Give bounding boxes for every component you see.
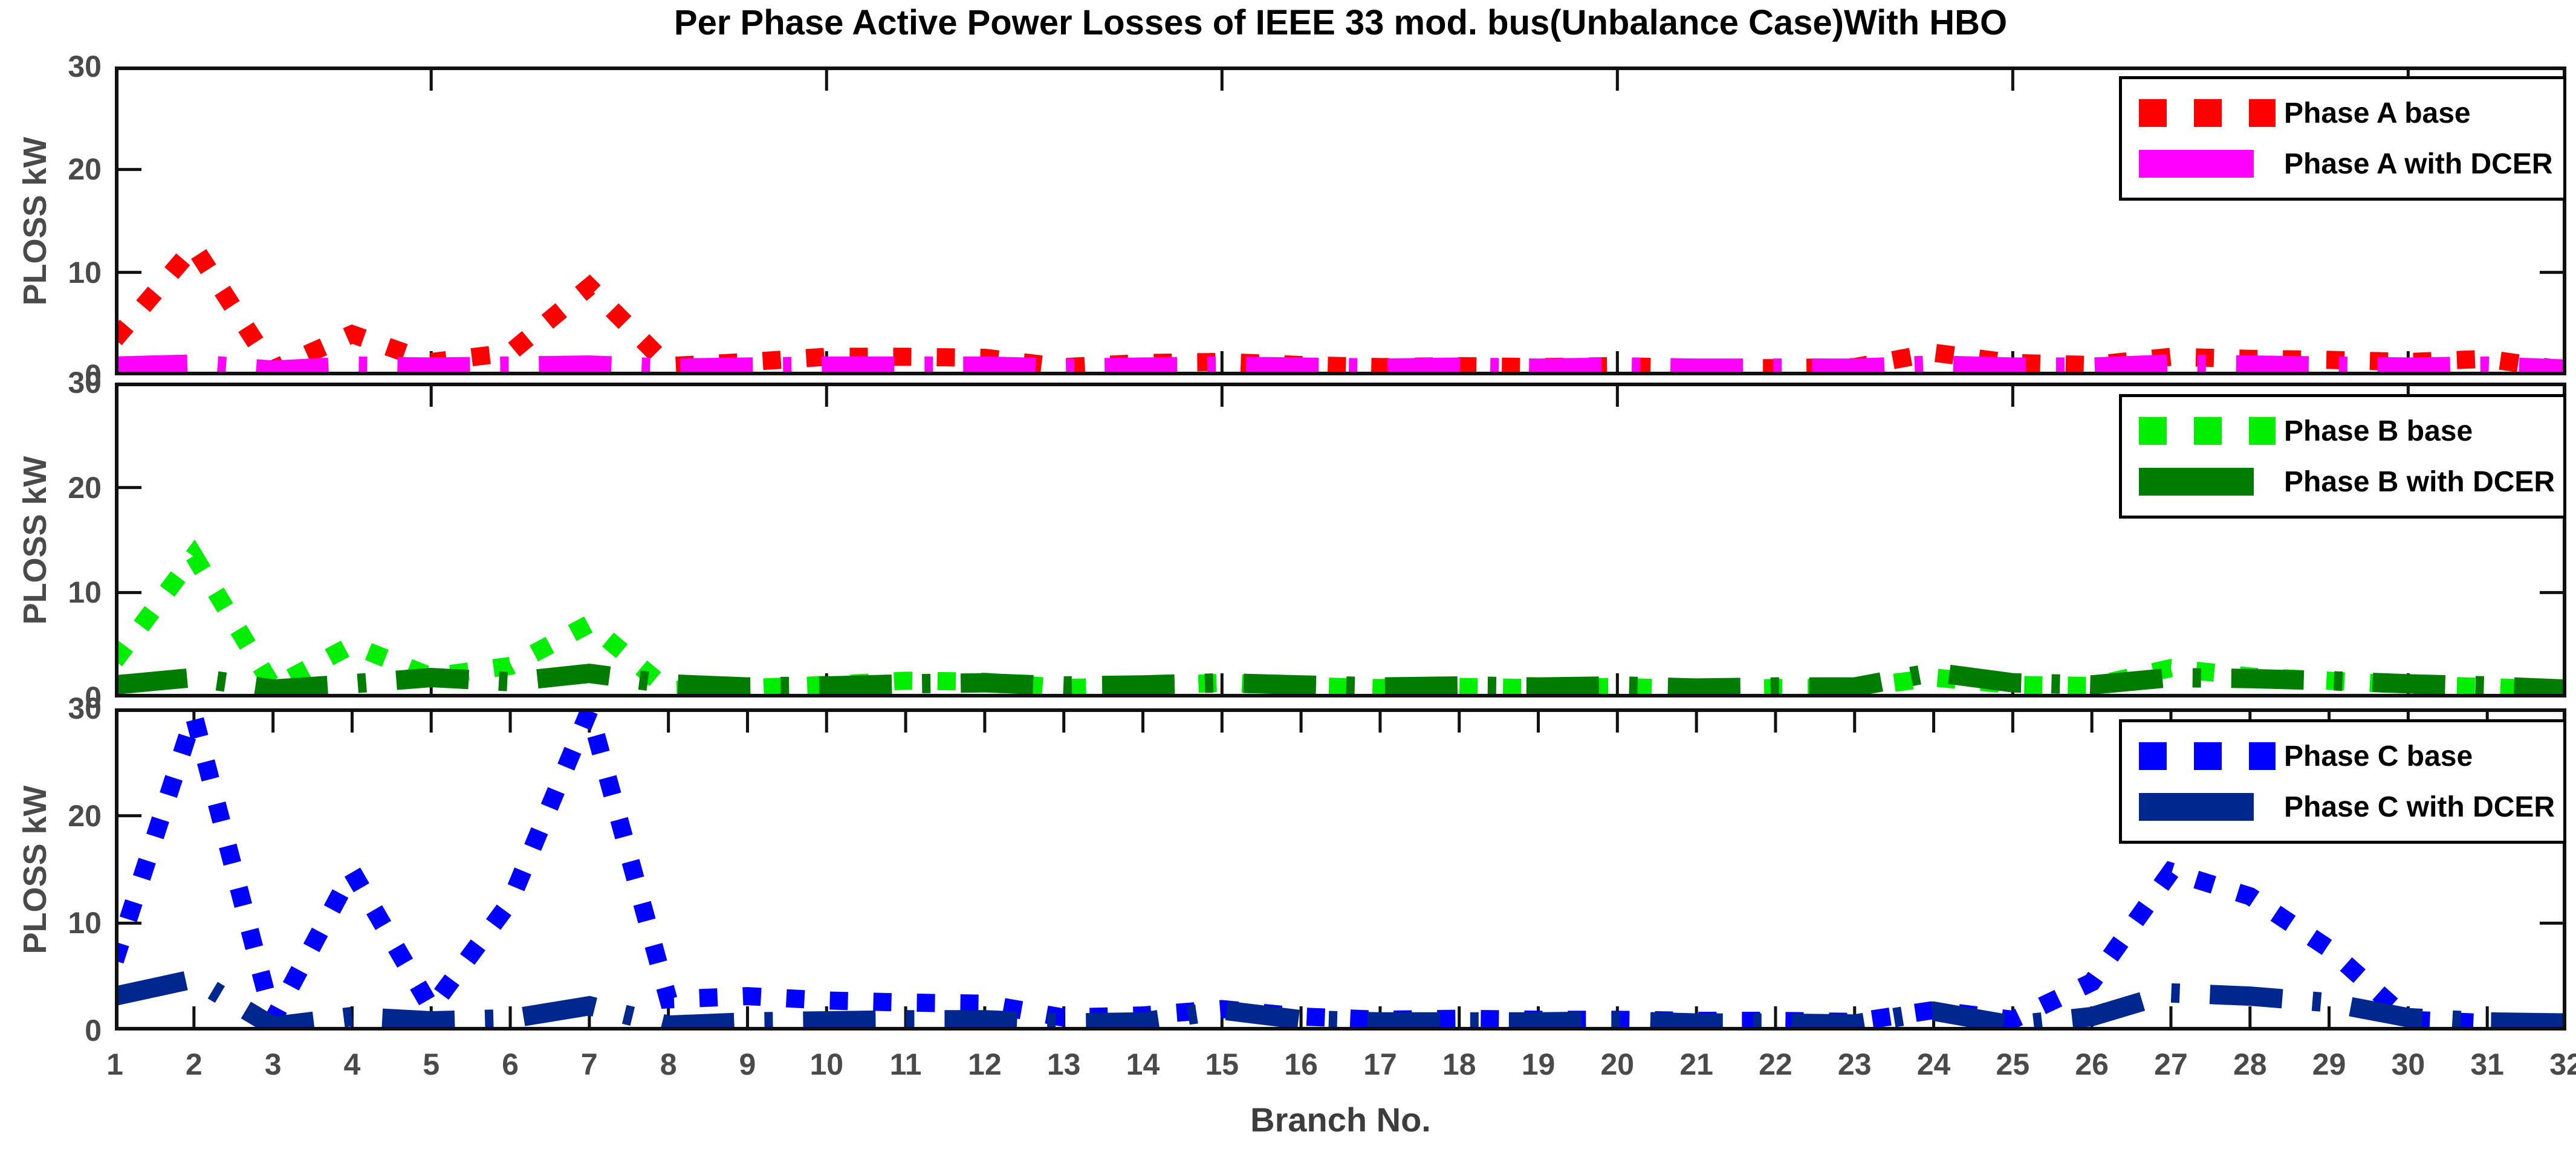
x-tick-label-27: 27 (2154, 1047, 2188, 1081)
x-tick-label-26: 26 (2075, 1047, 2109, 1081)
x-tick-label-19: 19 (1521, 1047, 1556, 1081)
phase-a-with-dcer-line (115, 354, 2566, 375)
x-tick-label-21: 21 (1679, 1047, 1713, 1081)
x-tick-label-25: 25 (1996, 1047, 2030, 1081)
dash-line-swatch (2139, 468, 2254, 496)
legend-item: Phase C base (2135, 731, 2552, 781)
x-tick-label-10: 10 (809, 1047, 844, 1081)
y-tick-label-phase-b-0: 0 (85, 681, 102, 714)
y-tick-label-phase-b-20: 20 (68, 470, 102, 505)
phase-c-canvas (115, 708, 2566, 1031)
x-tick-label-7: 7 (580, 1047, 598, 1081)
x-tick-label-9: 9 (739, 1047, 756, 1081)
x-tick-label-32: 32 (2549, 1047, 2576, 1081)
x-tick-label-12: 12 (968, 1047, 1002, 1081)
axes-border (115, 66, 2566, 375)
phase-a-canvas (115, 66, 2566, 375)
x-tick-label-30: 30 (2391, 1047, 2425, 1081)
legend-phase-c: Phase C base Phase C with DCER (2119, 719, 2566, 844)
dotted-line-swatch (2139, 742, 2276, 770)
x-tick-label-4: 4 (343, 1047, 361, 1081)
x-tick-label-1: 1 (106, 1047, 123, 1081)
legend-item-label: Phase B base (2284, 415, 2473, 447)
x-axis-label: Branch No. (1250, 1101, 1431, 1139)
legend-item-label: Phase C base (2284, 740, 2473, 772)
y-tick-label-phase-c-30: 30 (68, 691, 102, 725)
legend-item-label: Phase B with DCER (2284, 465, 2555, 498)
y-tick-label-phase-c-10: 10 (68, 906, 102, 940)
legend-phase-b: Phase B base Phase B with DCER (2119, 394, 2566, 519)
dotted-line-swatch (2139, 99, 2276, 127)
legend-item-label: Phase A with DCER (2284, 147, 2553, 180)
y-tick-label-phase-a-30: 30 (68, 50, 102, 83)
phase-b-with-dcer-line (115, 662, 2566, 697)
y-axis-label-phase-c: PLOSS kW (17, 785, 53, 954)
x-tick-label-13: 13 (1046, 1047, 1081, 1081)
axes-border (115, 708, 2566, 1031)
x-tick-label-24: 24 (1916, 1047, 1951, 1081)
x-tick-label-23: 23 (1837, 1047, 1872, 1081)
y-tick-label-phase-a-20: 20 (68, 152, 102, 187)
x-tick-label-5: 5 (423, 1047, 440, 1081)
y-tick-label-phase-c-20: 20 (68, 798, 102, 833)
phase-c-with-dcer-line (115, 968, 2566, 1031)
y-axis-label-phase-a: PLOSS kW (17, 136, 53, 306)
legend-item: Phase A base (2135, 88, 2552, 138)
y-tick-label-phase-a-10: 10 (68, 255, 102, 290)
y-axis-label-phase-b: PLOSS kW (17, 455, 53, 625)
x-tick-label-31: 31 (2470, 1047, 2504, 1081)
legend-item: Phase B with DCER (2135, 456, 2555, 507)
x-tick-label-22: 22 (1759, 1047, 1792, 1081)
x-tick-label-15: 15 (1205, 1047, 1239, 1081)
x-tick-label-3: 3 (264, 1047, 282, 1081)
y-tick-label-phase-b-10: 10 (68, 575, 102, 610)
legend-item-label: Phase A base (2284, 97, 2471, 129)
dash-line-swatch (2139, 150, 2254, 178)
y-tick-label-phase-c-0: 0 (85, 1014, 102, 1047)
legend-phase-a: Phase A base Phase A with DCER (2119, 76, 2566, 201)
dash-line-swatch (2139, 793, 2254, 821)
y-tick-label-phase-b-30: 30 (68, 366, 102, 400)
x-tick-label-16: 16 (1284, 1047, 1318, 1081)
x-tick-label-8: 8 (660, 1047, 677, 1081)
legend-item: Phase B base (2135, 406, 2552, 456)
x-tick-label-14: 14 (1126, 1047, 1160, 1081)
x-tick-label-2: 2 (185, 1047, 203, 1081)
x-tick-label-17: 17 (1363, 1047, 1397, 1081)
x-tick-label-28: 28 (2233, 1047, 2267, 1081)
dotted-line-swatch (2139, 417, 2276, 445)
x-tick-label-6: 6 (502, 1047, 519, 1081)
legend-item: Phase A with DCER (2135, 138, 2553, 189)
x-tick-label-29: 29 (2312, 1047, 2346, 1081)
phase-a-base-line (115, 231, 2566, 375)
x-tick-label-18: 18 (1442, 1047, 1476, 1081)
legend-item: Phase C with DCER (2135, 781, 2555, 832)
phase-b-canvas (115, 383, 2566, 697)
axes-border (115, 383, 2566, 697)
y-tick-label-phase-a-0: 0 (85, 358, 102, 392)
x-tick-label-11: 11 (889, 1047, 922, 1081)
legend-item-label: Phase C with DCER (2284, 791, 2555, 823)
figure-title: Per Phase Active Power Losses of IEEE 33… (673, 3, 2008, 42)
x-tick-label-20: 20 (1600, 1047, 1635, 1081)
